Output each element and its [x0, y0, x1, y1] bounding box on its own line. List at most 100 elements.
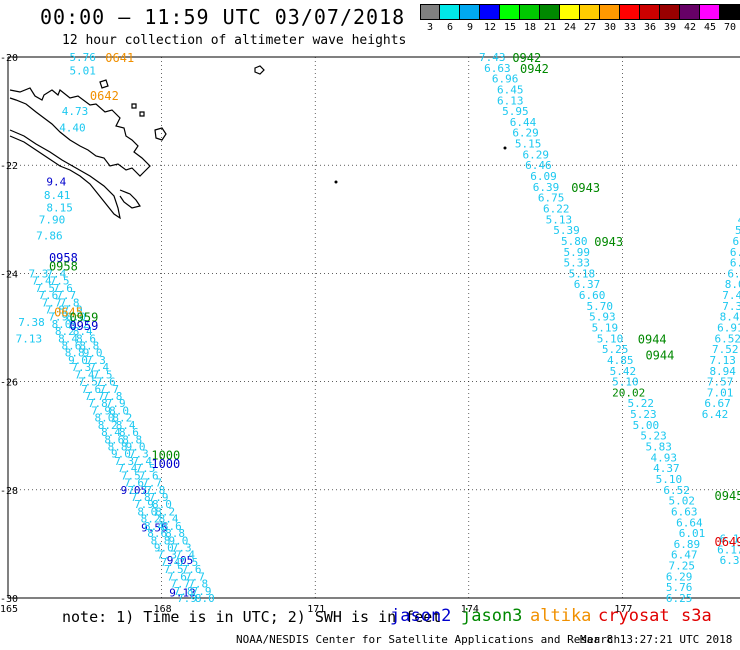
scale-label: 39 — [663, 22, 677, 33]
track-streak-mark: 7.7 — [170, 578, 190, 591]
pass-time-label: 1000 — [151, 449, 180, 463]
track-streak-mark: 7.3 — [71, 361, 91, 374]
track-streak-mark: 7.7 — [185, 570, 205, 583]
scale-step: 33 — [620, 4, 640, 33]
longitude-labels: 165 168 171 174 177 — [0, 604, 632, 615]
track-streak-mark: 7.8 — [60, 296, 80, 309]
scale-step: 6 — [440, 4, 460, 33]
track-streak-mark: 8.4 — [159, 513, 179, 526]
latitude-labels: -20 -22 -24 -26 -28 -30 — [0, 53, 18, 605]
track-streak-mark: 7.6 — [124, 477, 144, 490]
swh-value: 5.83 — [645, 441, 672, 454]
scale-label: 6 — [446, 22, 454, 33]
swh-value: 5.95 — [502, 105, 528, 118]
legend-jason3: jason3 — [461, 606, 523, 626]
scale-step: 27 — [580, 4, 600, 33]
swh-value: 8.41 — [44, 189, 70, 202]
track-streak-mark: 7.3 — [172, 542, 192, 555]
track-streak-mark: 8.2 — [69, 318, 89, 331]
track-streak-mark: 8.4 — [101, 426, 121, 439]
swh-value: 5.93 — [589, 311, 616, 324]
track-streak-mark: 9.0 — [126, 441, 146, 454]
track-streak-mark: 7.5 — [164, 563, 184, 576]
scale-swatch — [440, 4, 460, 20]
swh-value: 6.52 — [663, 484, 690, 497]
track-streak-mark: 7.3 — [28, 267, 48, 280]
swh-value: 5.18 — [569, 267, 596, 280]
track-streak-mark: 7.9 — [177, 592, 197, 605]
swh-value: 5.00 — [633, 419, 660, 432]
track-streak-mark: 8.6 — [104, 433, 124, 446]
swh-value: 7.13 — [16, 332, 43, 345]
swh-value: 9.55 — [141, 522, 168, 535]
pass-time-label: 0942 — [520, 62, 549, 76]
track-streak-mark: 9.0 — [68, 354, 88, 367]
scale-swatch — [520, 4, 540, 20]
swh-value: 5.10 — [656, 473, 683, 486]
scale-label: 12 — [483, 22, 497, 33]
swh-value: 6.39 — [533, 181, 560, 194]
swh-value: 7.57 — [707, 376, 734, 389]
scale-step: 9 — [460, 4, 480, 33]
scale-label: 18 — [523, 22, 537, 33]
pass-time-label: 0641 — [105, 51, 134, 65]
scale-swatch — [700, 4, 720, 20]
grid-lines — [8, 57, 740, 598]
swh-value: 5.80 — [561, 235, 588, 248]
scale-swatch — [600, 4, 620, 20]
swh-value: 5.39 — [553, 224, 580, 237]
track-streak-mark: 8.8 — [151, 534, 171, 547]
swh-value: 5.10 — [597, 332, 624, 345]
swh-value: 6.60 — [579, 289, 606, 302]
track-streak-mark: 8.0 — [66, 311, 86, 324]
swh-value: 4.73 — [62, 105, 88, 118]
track-streak-mark: 7.6 — [139, 469, 159, 482]
swh-value: 6.64 — [676, 516, 703, 529]
track-streak-mark: 7.6 — [96, 376, 116, 389]
swh-value: 6.13 — [497, 94, 523, 107]
footer-credit: NOAA/NESDIS Center for Satellite Applica… — [236, 633, 621, 646]
pass-time-label: 0959 — [69, 319, 98, 333]
track-streak-mark: 7.8 — [102, 390, 122, 403]
scale-swatch — [460, 4, 480, 20]
track-streak-mark: 7.8 — [188, 578, 208, 591]
track-streak-mark: 9.0 — [111, 448, 131, 461]
scale-swatch — [480, 4, 500, 20]
track-streak-mark: 7.6 — [167, 570, 187, 583]
swh-value: 9.13 — [169, 587, 196, 600]
track-streak-mark: 7.9 — [149, 491, 169, 504]
track-streak-mark: 8.4 — [116, 419, 136, 432]
track-streak-mark: 8.0 — [152, 498, 172, 511]
scale-label: 30 — [603, 22, 617, 33]
lat-label: -24 — [0, 269, 18, 280]
scale-label: 21 — [543, 22, 557, 33]
lon-label: 174 — [461, 604, 479, 615]
swh-value: 9.05 — [121, 484, 148, 497]
swh-value: 5.10 — [612, 376, 639, 389]
scale-swatch — [540, 4, 560, 20]
scale-swatch — [580, 4, 600, 20]
track-streak-mark: 8.8 — [108, 441, 128, 454]
scale-step: 45 — [700, 4, 720, 33]
track-streak-mark: 7.7 — [142, 477, 162, 490]
swh-value: 6.63 — [484, 62, 511, 75]
swh-value: 7.01 — [707, 386, 734, 399]
swh-value: 5.01 — [69, 65, 96, 78]
footer-timestamp: Mar 8 13:27:21 UTC 2018 — [580, 633, 733, 646]
swh-value: 6.22 — [543, 202, 570, 215]
wave-height-values: 5.765.014.734.409.48.418.157.907.867.387… — [16, 51, 740, 605]
swh-value: 5.02 — [668, 495, 695, 508]
swh-value: 7.48 — [722, 289, 740, 302]
track-streak-mark: 7.9 — [63, 303, 83, 316]
track-streak-mark: 8.4 — [144, 520, 164, 533]
swh-value: 6.45 — [497, 83, 523, 96]
swh-value: 5.15 — [515, 138, 542, 151]
pass-time-label: 0943 — [594, 235, 623, 249]
track-streak-mark: 7.4 — [118, 462, 138, 475]
swh-value: 6.29 — [523, 148, 550, 161]
swh-value: 6.04 — [727, 267, 740, 280]
small-islands — [334, 146, 507, 184]
map-frame — [7, 56, 740, 599]
